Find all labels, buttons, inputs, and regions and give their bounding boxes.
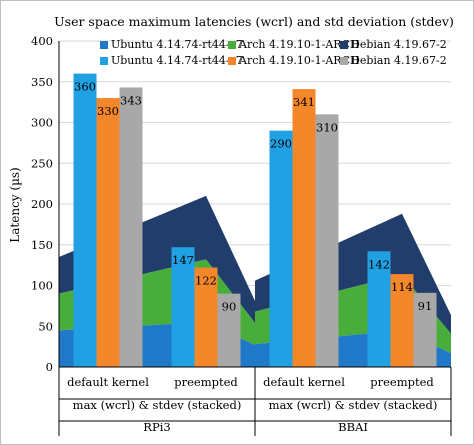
bar	[171, 247, 195, 367]
legend-swatch	[100, 57, 108, 65]
legend-label: Ubuntu 4.14.74-rt44-v7	[111, 38, 243, 51]
y-tick-label: 200	[31, 197, 53, 211]
legend-label: Debian 4.19.67-2	[351, 54, 447, 67]
y-tick-labels: 0 50 100 150 200 250 300 350 400	[31, 34, 53, 374]
legend-swatch	[100, 41, 108, 49]
x-tick-label: preempted	[370, 375, 434, 389]
bar-value-label: 343	[120, 93, 142, 107]
x-group-label: BBAI	[338, 420, 368, 434]
bar	[119, 87, 143, 367]
bar-value-label: 310	[316, 120, 338, 134]
y-tick-label: 350	[31, 75, 53, 89]
bar	[96, 98, 120, 368]
y-tick-label: 0	[46, 360, 53, 374]
bar-value-label: 360	[74, 80, 96, 94]
chart-title: User space maximum latencies (wcrl) and …	[54, 14, 454, 29]
x-group-label: RPi3	[143, 420, 170, 434]
bar-value-label: 330	[97, 104, 119, 118]
y-tick-label: 400	[31, 34, 53, 48]
x-sublabel: max (wcrl) & stdev (stacked)	[269, 398, 438, 412]
legend-label: Arch 4.19.10-1-ARCH	[238, 54, 360, 67]
x-tick-label: default kernel	[263, 375, 345, 389]
legend-label: Debian 4.19.67-2	[351, 38, 447, 51]
bar	[73, 73, 97, 367]
x-sublabel: max (wcrl) & stdev (stacked)	[73, 398, 242, 412]
bar-value-label: 122	[195, 274, 217, 288]
x-tick-label: default kernel	[67, 375, 149, 389]
bar	[390, 274, 414, 367]
bar-value-label: 341	[293, 95, 315, 109]
legend-swatch	[228, 41, 236, 49]
y-tick-label: 300	[31, 116, 53, 130]
y-axis-label: Latency (µs)	[8, 167, 22, 242]
bar	[292, 89, 316, 368]
bar	[413, 292, 437, 367]
bar-value-label: 90	[222, 300, 237, 314]
axes	[58, 41, 452, 436]
area-debian-rpi3	[59, 195, 255, 323]
bar	[194, 267, 218, 367]
legend-swatch	[340, 57, 348, 65]
x-tick-label: preempted	[174, 375, 238, 389]
bar	[315, 114, 339, 367]
bar-value-label: 91	[418, 299, 433, 313]
legend-label: Ubuntu 4.14.74-rt44-v7	[111, 54, 243, 67]
bar-value-label: 147	[172, 253, 194, 267]
y-tick-label: 100	[31, 279, 53, 293]
bar	[367, 251, 391, 367]
bar-value-label: 142	[368, 257, 390, 271]
legend-label: Arch 4.19.10-1-ARCH	[238, 38, 360, 51]
bar-value-label: 290	[270, 137, 292, 151]
y-tick-label: 150	[31, 238, 53, 252]
y-tick-label: 50	[38, 319, 53, 333]
bar	[217, 293, 241, 367]
legend-swatch	[228, 57, 236, 65]
area-debian-bbai	[255, 213, 451, 334]
x-axis-labels: default kernel preempted default kernel pre…	[67, 375, 437, 434]
bar	[269, 130, 293, 367]
bar-value-label: 114	[391, 280, 413, 294]
legend-swatch	[340, 41, 348, 49]
y-tick-label: 250	[31, 156, 53, 170]
